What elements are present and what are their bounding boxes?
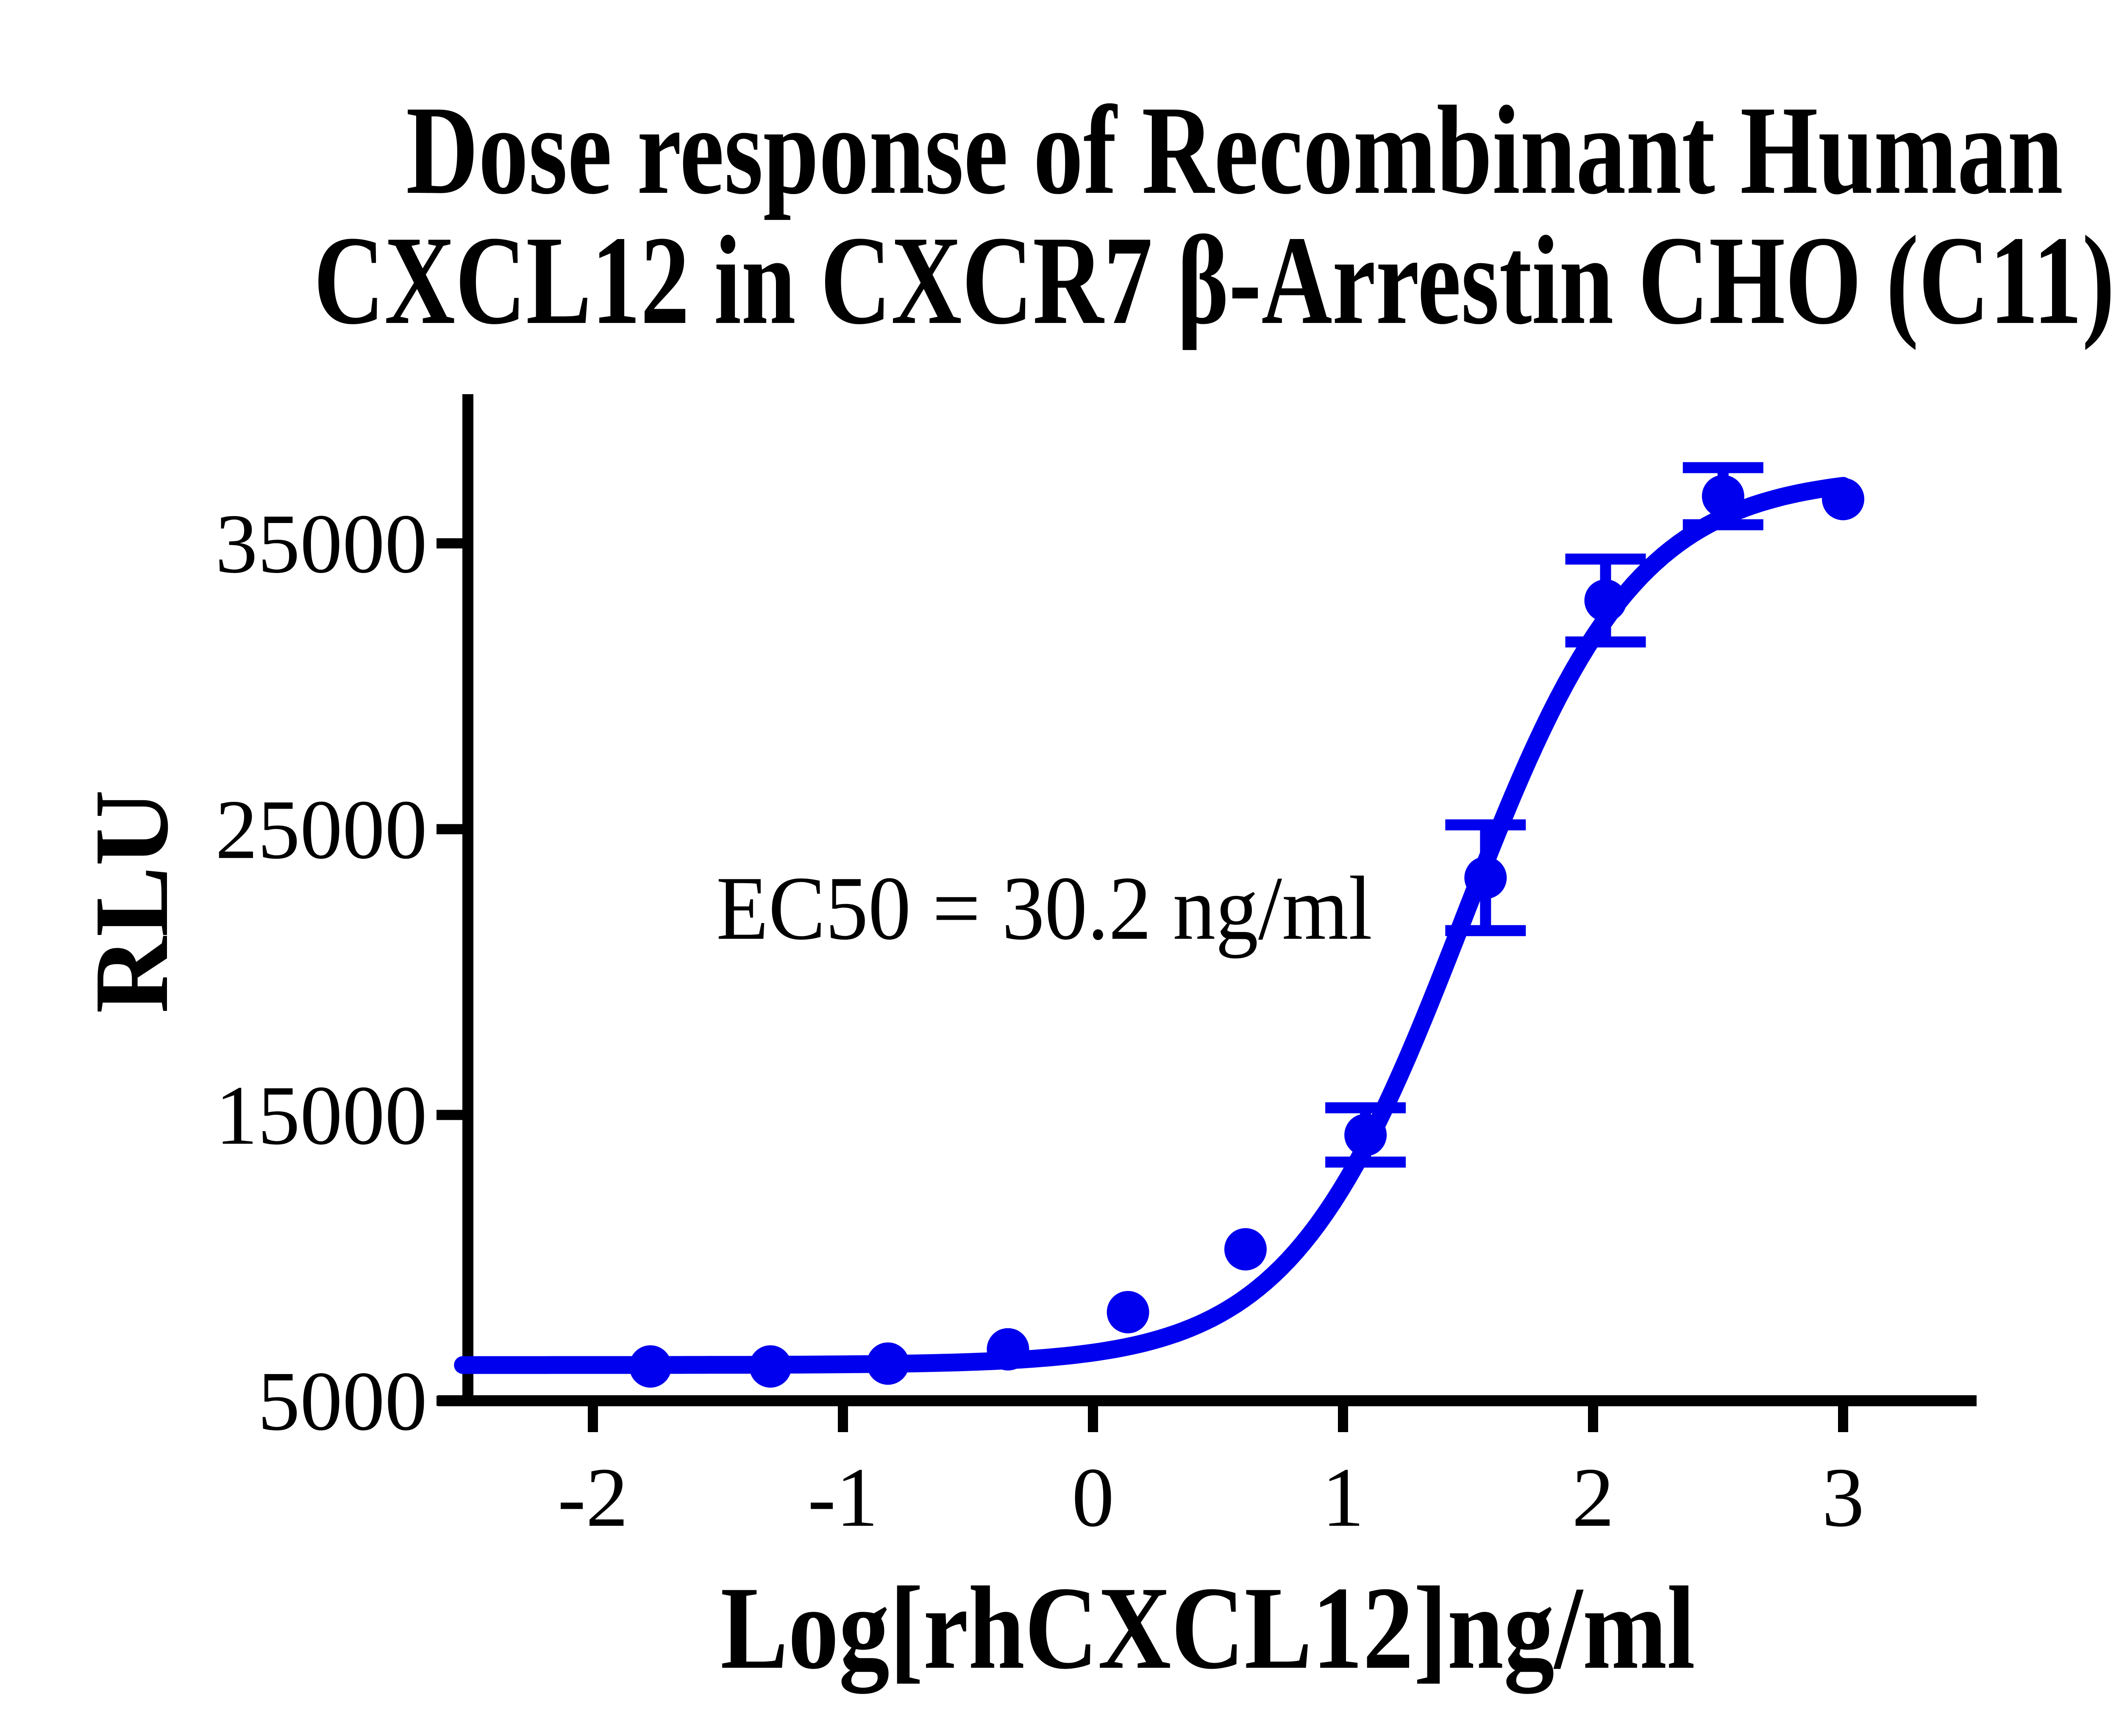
y-tick-label: 15000 [215, 1069, 427, 1163]
data-point [1107, 1291, 1149, 1333]
data-point [987, 1328, 1029, 1371]
data-point [629, 1345, 672, 1388]
y-tick-label: 5000 [258, 1355, 427, 1448]
chart-title-line2: CXCL12 in CXCR7 β-Arrestin CHO (C11) [314, 210, 2115, 351]
chart-title-line1: Dose response of Recombinant Human [406, 80, 2063, 221]
error-bars-layer [1325, 462, 1763, 1168]
x-tick-label: 3 [1822, 1451, 1864, 1544]
data-point [1464, 856, 1507, 899]
x-tick-label: 0 [1072, 1451, 1114, 1544]
data-point [1584, 579, 1627, 622]
data-point [1702, 475, 1744, 517]
data-point [749, 1345, 792, 1388]
data-point [1822, 478, 1864, 520]
x-tick-label: -1 [808, 1451, 879, 1544]
x-tick-label: 2 [1572, 1451, 1614, 1544]
y-tick-label: 25000 [215, 783, 427, 876]
tick-labels-layer: 5000 15000 25000 35000 -2 -1 0 1 2 3 [215, 497, 1864, 1544]
y-tick-label: 35000 [215, 497, 427, 591]
x-axis-title: Log[rhCXCL12]ng/ml [720, 1562, 1695, 1696]
data-point [867, 1342, 909, 1385]
x-tick-label: 1 [1322, 1451, 1364, 1544]
ec50-annotation: EC50 = 30.2 ng/ml [716, 857, 1372, 959]
axes-layer [437, 394, 1977, 1432]
x-tick-label: -2 [558, 1451, 628, 1544]
y-axis-title: RLU [73, 790, 190, 1013]
data-point [1344, 1113, 1387, 1156]
data-points-layer [629, 475, 1864, 1388]
data-point [1224, 1228, 1267, 1271]
